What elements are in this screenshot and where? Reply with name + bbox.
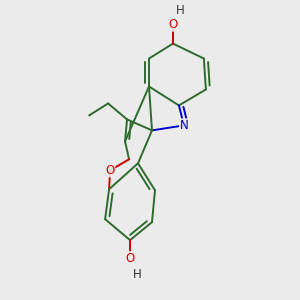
Text: N: N — [179, 119, 188, 132]
Text: O: O — [168, 18, 178, 31]
Text: O: O — [106, 164, 115, 177]
Text: H: H — [133, 268, 142, 281]
Text: O: O — [125, 252, 135, 265]
Text: H: H — [176, 4, 185, 16]
